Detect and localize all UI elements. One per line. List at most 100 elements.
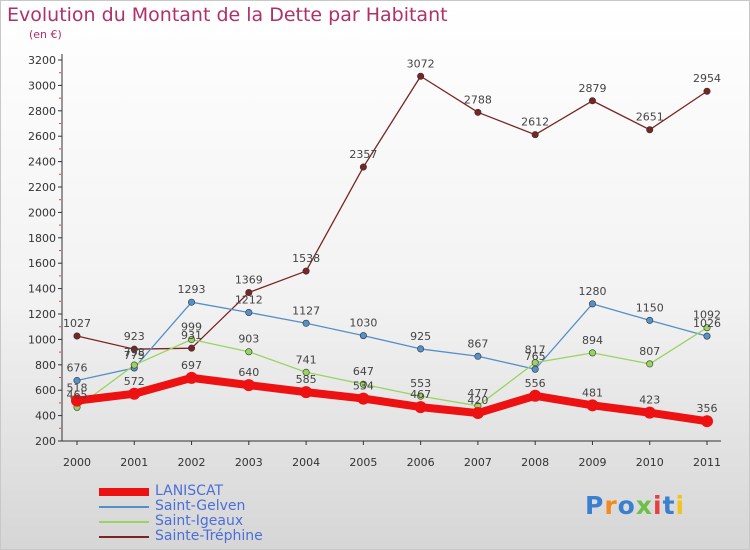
data-label: 923 [124,330,145,343]
data-point [414,401,427,414]
x-tick-label: 2000 [63,456,91,469]
y-tick-label: 1000 [28,333,56,346]
series-line-2 [76,327,708,408]
data-point [188,298,196,306]
data-label: 1369 [235,274,263,287]
y-tick-label: 1400 [28,283,56,296]
logo-letter: o [617,491,636,520]
data-point [643,406,656,419]
data-point [245,348,253,356]
x-tick-label: 2004 [292,456,320,469]
legend-swatch [99,520,149,523]
data-label: 465 [67,388,88,401]
data-point [71,394,83,407]
legend-item: Saint-Igeaux [99,514,263,529]
data-label: 741 [296,353,317,366]
data-label: 518 [67,382,88,395]
y-tick-label: 2800 [28,105,56,118]
logo-letter: t [662,491,676,520]
logo-letter: r [604,491,618,520]
data-label: 556 [525,377,546,390]
data-label: 640 [238,366,259,379]
series-line-3 [76,75,708,350]
x-tick-label: 2001 [120,456,148,469]
legend-item: Saint-Gelven [99,499,263,514]
data-point [245,308,253,316]
data-label: 1027 [63,317,91,330]
data-label: 477 [467,387,488,400]
data-point [302,267,310,275]
data-point [646,360,654,368]
data-point [531,365,539,373]
data-point [531,359,539,367]
logo-letter: x [635,491,653,520]
x-tick-label: 2011 [693,456,721,469]
data-label: 999 [181,321,202,334]
logo-letter: i [653,491,663,520]
data-label: 1293 [178,283,206,296]
data-label: 423 [639,394,660,407]
data-label: 1150 [636,301,664,314]
legend-item: LANISCAT [99,484,263,499]
legend-swatch [99,505,149,508]
data-label: 572 [124,375,145,388]
legend-label: Sainte-Tréphine [155,528,263,544]
data-point [359,380,367,388]
data-point [646,316,654,324]
data-point [357,392,370,405]
data-point [302,319,310,327]
legend-label: Saint-Gelven [155,498,246,514]
data-label: 1538 [292,252,320,265]
y-tick-label: 2000 [28,206,56,219]
data-label: 3072 [407,57,435,70]
legend-item: Sainte-Tréphine [99,529,263,544]
data-point [188,344,196,352]
data-label: 775 [124,349,145,362]
data-label: 534 [353,380,374,393]
data-point [588,349,596,357]
axes: 200 400 600 800 1000 1200 1400 1600 1800 2000 2200… [28,54,721,469]
series-line-0 [73,373,711,426]
data-label: 585 [296,373,317,386]
data-point [703,332,711,340]
data-point [185,371,198,384]
y-tick-label: 2200 [28,181,56,194]
y-tick-label: 600 [35,384,56,397]
data-label: 2357 [349,148,377,161]
proxiti-logo: Proxiti [585,491,685,520]
data-point [188,336,196,344]
data-label: 807 [639,345,660,358]
data-label: 867 [467,337,488,350]
data-label: 647 [353,365,374,378]
data-point [242,379,255,392]
data-point [474,352,482,360]
data-label: 481 [582,386,603,399]
x-tick-label: 2010 [636,456,664,469]
data-label: 553 [410,377,431,390]
data-point [359,332,367,340]
data-label: 420 [467,394,488,407]
data-label: 1026 [693,317,721,330]
y-tick-label: 2400 [28,156,56,169]
y-tick-label: 1800 [28,232,56,245]
y-tick-label: 200 [35,435,56,448]
data-label: 817 [525,344,546,357]
data-label: 903 [238,333,259,346]
x-tick-label: 2002 [178,456,206,469]
data-point [417,345,425,353]
data-point [417,392,425,400]
data-labels: 1027 923 931 1369 1538 2357 3072 2788 2612 2879 26… [63,57,721,415]
data-point [73,332,81,340]
data-label: 356 [697,402,718,415]
legend-label: Saint-Igeaux [155,513,244,529]
line-chart: 200 400 600 800 1000 1200 1400 1600 1800 2000 2200… [28,54,721,469]
x-tick-label: 2008 [521,456,549,469]
y-tick-label: 2600 [28,130,56,143]
x-tick-label: 2009 [578,456,606,469]
x-tick-label: 2006 [407,456,435,469]
data-label: 2612 [521,116,549,129]
data-point [73,377,81,385]
data-label: 2954 [693,72,721,85]
data-label: 1212 [235,293,263,306]
